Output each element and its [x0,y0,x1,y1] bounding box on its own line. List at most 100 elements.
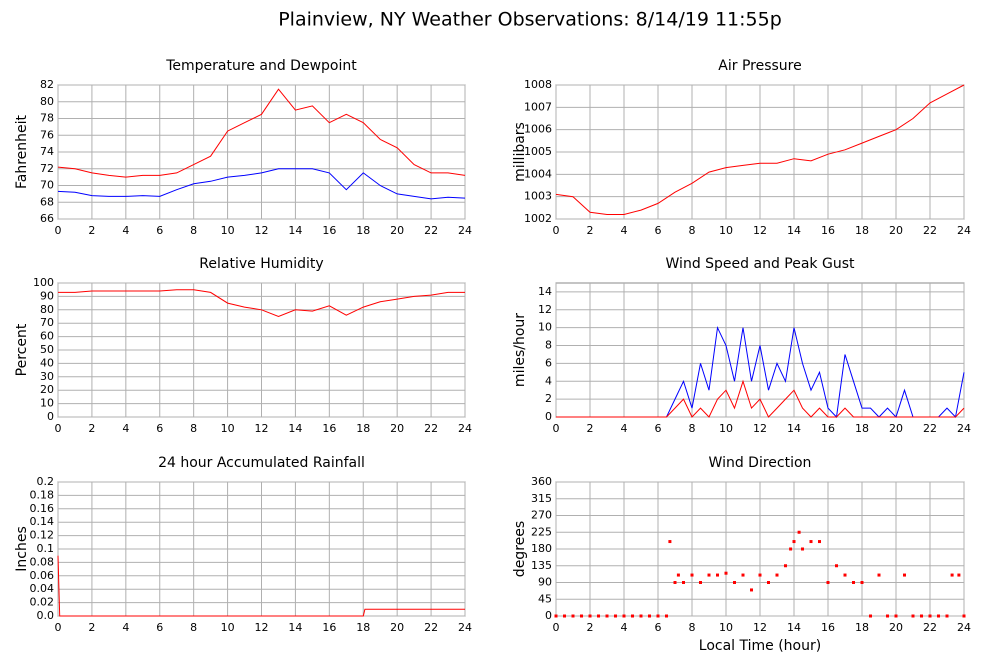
y-tick-label: 14 [538,285,552,298]
x-tick-label: 0 [553,621,560,634]
data-point [571,614,575,618]
x-tick-label: 18 [356,621,370,634]
x-tick-label: 12 [753,422,767,435]
y-tick-label: 100 [33,276,54,289]
x-tick-label: 4 [621,621,628,634]
y-tick-label: 40 [40,356,54,369]
y-tick-label: 90 [538,576,552,589]
data-point [614,614,617,618]
x-tick-label: 2 [88,224,95,237]
data-point [648,614,651,618]
data-point [673,581,677,584]
data-point [886,614,889,618]
x-tick-label: 6 [655,224,662,237]
x-tick-label: 24 [458,422,472,435]
x-tick-label: 2 [88,422,95,435]
x-tick-label: 0 [553,224,560,237]
x-tick-label: 24 [957,224,971,237]
data-point [741,573,745,577]
x-tick-label: 16 [821,224,835,237]
x-tick-label: 10 [719,422,733,435]
data-point [835,564,838,568]
y-tick-label: 0.08 [30,555,55,568]
data-point [801,547,804,551]
y-tick-label: 60 [40,330,54,343]
x-tick-label: 22 [923,224,937,237]
x-tick-label: 4 [122,621,129,634]
x-tick-label: 8 [190,422,197,435]
x-tick-label: 4 [122,224,129,237]
x-tick-label: 6 [655,621,662,634]
data-point [733,581,736,584]
y-tick-label: 1003 [524,190,552,203]
data-point [920,614,923,618]
data-point [580,614,583,618]
y-tick-label: 1008 [524,78,552,91]
chart-title: Wind Speed and Peak Gust [666,256,855,272]
y-tick-label: 6 [545,356,552,369]
x-tick-label: 14 [288,224,302,237]
y-tick-label: 2 [545,392,552,405]
data-point [877,573,881,577]
x-tick-label: 6 [156,422,163,435]
data-point [676,573,680,577]
x-tick-label: 2 [88,621,95,634]
x-tick-label: 24 [458,224,472,237]
x-tick-label: 18 [855,224,869,237]
y-tick-label: 72 [40,162,54,175]
y-tick-label: 0.14 [30,515,55,528]
x-tick-label: 14 [288,422,302,435]
x-tick-label: 2 [587,621,594,634]
y-tick-label: 70 [40,179,54,192]
data-point [767,581,770,584]
y-tick-label: 74 [40,145,54,158]
y-tick-label: 45 [538,592,552,605]
y-tick-label: 1004 [524,167,552,180]
x-tick-label: 0 [553,422,560,435]
data-point [797,530,801,534]
y-tick-label: 315 [531,492,552,505]
x-tick-label: 20 [390,422,404,435]
x-tick-label: 10 [719,224,733,237]
x-tick-label: 8 [190,224,197,237]
data-point [962,614,966,618]
data-point [588,614,592,618]
y-tick-label: 1007 [524,100,552,113]
x-tick-label: 20 [390,621,404,634]
y-tick-label: 82 [40,78,54,91]
x-tick-label: 24 [957,422,971,435]
x-axis-label: Local Time (hour) [699,638,821,654]
y-axis-label: Percent [14,323,30,376]
y-tick-label: 0 [47,410,54,423]
x-tick-label: 6 [655,422,662,435]
data-point [869,614,872,618]
y-tick-label: 0.16 [30,502,55,515]
data-point [792,540,796,544]
x-tick-label: 14 [787,224,801,237]
y-tick-label: 0 [545,609,552,622]
x-tick-label: 0 [55,621,62,634]
y-tick-label: 78 [40,112,54,125]
data-point [682,581,685,584]
chart-title: Temperature and Dewpoint [165,58,357,74]
x-tick-label: 12 [753,224,767,237]
data-point [758,573,762,577]
x-tick-label: 12 [255,621,269,634]
x-tick-label: 0 [55,224,62,237]
x-tick-label: 14 [787,621,801,634]
y-tick-label: 0.12 [30,529,55,542]
x-tick-label: 16 [322,621,336,634]
data-point [957,573,961,577]
y-tick-label: 68 [40,195,54,208]
y-tick-label: 10 [40,397,54,410]
data-point [903,573,906,577]
y-tick-label: 0.0 [37,609,55,622]
data-point [724,571,728,575]
x-tick-label: 20 [889,621,903,634]
y-tick-label: 1005 [524,145,552,158]
x-tick-label: 8 [689,621,696,634]
x-tick-label: 6 [156,224,163,237]
x-tick-label: 20 [390,224,404,237]
x-tick-label: 8 [689,224,696,237]
